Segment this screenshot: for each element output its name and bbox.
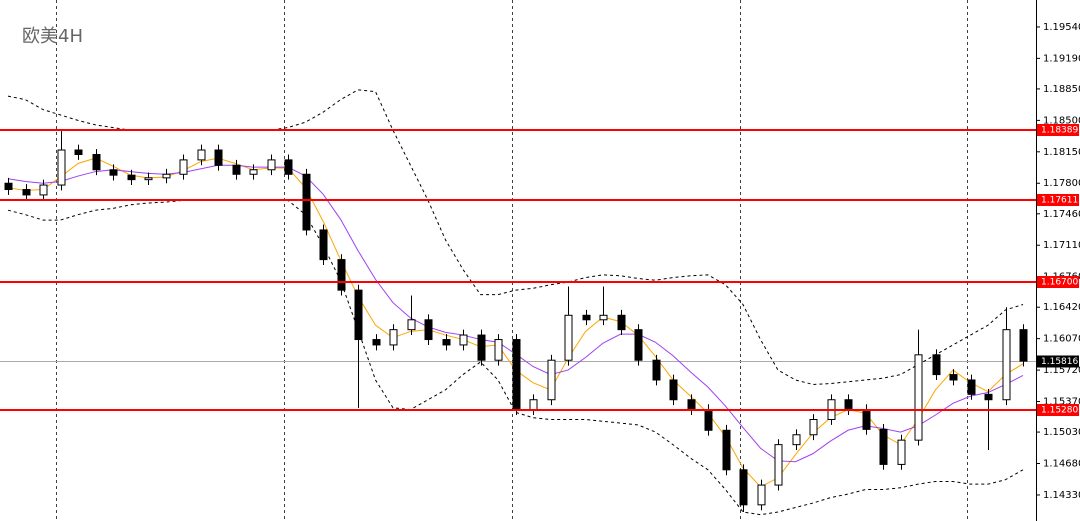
candle-body — [92, 154, 101, 171]
y-tick-label: 1.19190 — [1043, 53, 1080, 64]
candle-body — [932, 354, 941, 376]
candle-body — [757, 484, 766, 506]
candle-body — [354, 289, 363, 341]
y-tick-label: 1.15030 — [1043, 427, 1080, 438]
candle-body — [879, 428, 888, 465]
candle-body — [967, 379, 976, 395]
candle-body — [267, 159, 276, 171]
chart-title: 欧美4H — [22, 26, 83, 47]
candle-body — [389, 329, 398, 346]
level-label: 1.16700 — [1041, 278, 1078, 288]
candle-body — [442, 339, 451, 346]
y-tick-label: 1.17460 — [1043, 209, 1080, 220]
candle-body — [547, 359, 556, 401]
candle-body — [459, 334, 468, 346]
moving-average — [7, 157, 1024, 488]
candle-body — [984, 393, 993, 401]
candle-body — [4, 182, 13, 191]
candle-body — [564, 314, 573, 361]
y-tick-label: 1.15370 — [1043, 397, 1080, 408]
level-label: 1.18389 — [1041, 126, 1078, 136]
current-price-box — [1037, 355, 1079, 368]
y-tick-label: 1.14680 — [1043, 459, 1080, 470]
candle-body — [127, 174, 136, 181]
candle-body — [477, 334, 486, 361]
moving-average — [7, 164, 1024, 463]
y-tick-label: 1.16420 — [1043, 302, 1080, 313]
candle-body — [494, 339, 503, 361]
candle-body — [862, 409, 871, 430]
candle-body — [302, 173, 311, 231]
candle-body — [949, 374, 958, 381]
candle-body — [914, 354, 923, 441]
y-tick-label: 1.18150 — [1043, 147, 1080, 158]
candle-body — [669, 379, 678, 401]
candle-body — [722, 429, 731, 471]
candle-body — [372, 339, 381, 346]
level-label: 1.17611 — [1041, 196, 1078, 206]
candle-body — [284, 159, 293, 175]
candle-body — [1019, 329, 1028, 362]
level-label-box — [1037, 404, 1079, 416]
candle-body — [162, 173, 171, 179]
candle-body — [634, 329, 643, 361]
candle-body — [512, 339, 521, 411]
candle-body — [57, 149, 66, 186]
candle-body — [232, 164, 241, 175]
y-tick-label: 1.14330 — [1043, 490, 1080, 501]
y-tick-label: 1.19540 — [1043, 22, 1080, 33]
candle-body — [39, 184, 48, 196]
candle-body — [197, 149, 206, 161]
y-tick-label: 1.17110 — [1043, 240, 1080, 251]
candle-body — [214, 149, 223, 166]
level-label-box — [1037, 124, 1079, 136]
candle-body — [74, 149, 83, 156]
candle-body — [109, 169, 118, 176]
candle-body — [582, 314, 591, 321]
candle-body — [179, 159, 188, 175]
level-label-box — [1037, 194, 1079, 206]
candle-body — [337, 259, 346, 291]
candle-body — [599, 314, 608, 321]
candle-body — [687, 399, 696, 411]
y-tick-label: 1.15720 — [1043, 365, 1080, 376]
candle-body — [774, 444, 783, 486]
y-tick-label: 1.18850 — [1043, 84, 1080, 95]
candle-body — [809, 418, 818, 436]
candle-body — [407, 319, 416, 331]
current-price-label: 1.15816 — [1041, 357, 1078, 367]
candle-body — [704, 409, 713, 431]
candle-body — [1002, 329, 1011, 401]
y-tick-label: 1.16070 — [1043, 334, 1080, 345]
y-tick-label: 1.18500 — [1043, 115, 1080, 126]
candle-body — [144, 177, 153, 181]
candle-body — [844, 399, 853, 411]
y-tick-label: 1.17800 — [1043, 178, 1080, 189]
candle-body — [739, 469, 748, 506]
candle-body — [22, 189, 31, 196]
candle-body — [652, 359, 661, 381]
candle-body — [897, 439, 906, 465]
candle-body — [792, 434, 801, 446]
candle-body — [529, 399, 538, 411]
level-label: 1.15280 — [1041, 406, 1078, 416]
candle-body — [617, 314, 626, 331]
candle-body — [249, 169, 258, 175]
candle-body — [424, 319, 433, 341]
candle-body — [319, 229, 328, 261]
level-label-box — [1037, 276, 1079, 288]
